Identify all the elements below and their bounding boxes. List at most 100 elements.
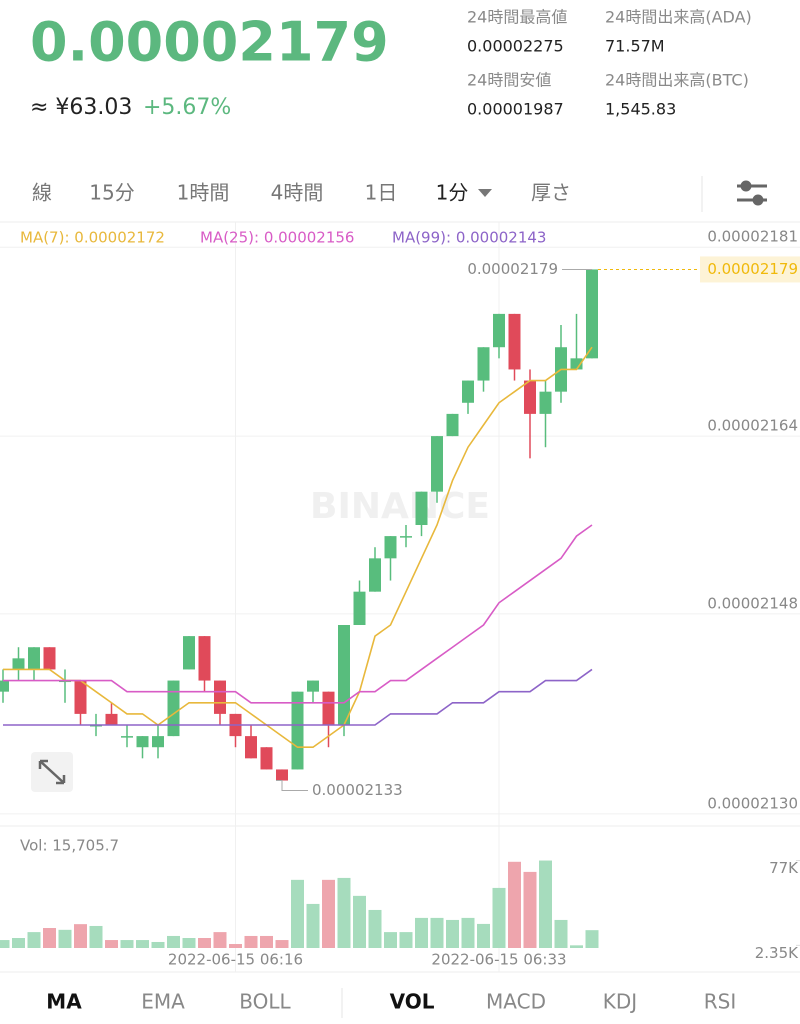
candle-body — [245, 736, 257, 759]
settings-icon[interactable] — [737, 180, 767, 206]
stat-value: 71.57M — [605, 37, 665, 56]
y-tick-label: 0.00002130 — [707, 794, 798, 812]
candle-body — [291, 691, 304, 770]
fiat-price: ≈ ¥63.03 — [30, 95, 132, 120]
y-tick-label: 0.00002164 — [707, 417, 798, 435]
candle-body — [431, 436, 443, 492]
candle-body — [12, 658, 25, 670]
volume-bar — [74, 924, 87, 948]
volume-bar — [120, 940, 134, 948]
depth-tab[interactable]: 厚さ — [531, 181, 571, 205]
volume-bar — [430, 917, 444, 948]
candle-body — [570, 358, 583, 370]
volume-bar — [368, 909, 382, 948]
candle-body — [400, 536, 412, 538]
indicator-tab[interactable]: MA — [46, 990, 82, 1014]
volume-bar — [105, 940, 118, 948]
last-price-label: 0.00002179 — [707, 260, 798, 278]
volume-bar — [415, 917, 428, 948]
watermark: BINANCE — [310, 486, 490, 527]
timeframe-tab[interactable]: 1日 — [365, 181, 398, 205]
volume-bar — [554, 919, 568, 948]
legend-entry: MA(7): 0.00002172 — [20, 229, 165, 247]
volume-bar — [585, 930, 599, 948]
volume-bar — [198, 938, 211, 948]
legend-entry: MA(25): 0.00002156 — [200, 229, 354, 247]
stat-label: 24時間出来高(ADA) — [605, 8, 752, 27]
candle-body — [307, 680, 319, 692]
volume-bar — [539, 860, 552, 948]
y-tick-label: 0.00002148 — [707, 594, 798, 612]
expand-button[interactable] — [31, 752, 73, 792]
volume-bar — [43, 928, 56, 948]
x-tick-label: 2022-06-15 06:33 — [431, 951, 566, 969]
volume-bar — [477, 923, 490, 948]
candle-body — [539, 391, 552, 414]
timeframe-tab[interactable]: 15分 — [89, 181, 134, 205]
timeframe-tab[interactable]: 線 — [32, 181, 52, 205]
volume-label: Vol: 15,705.7 — [20, 837, 119, 855]
indicator-tab[interactable]: RSI — [704, 990, 737, 1014]
last-price-tag — [700, 256, 800, 283]
change: +5.67% — [143, 95, 231, 120]
low-marker-line — [276, 780, 308, 792]
timeframe-tab[interactable]: 1時間 — [177, 181, 230, 205]
candle-body — [462, 380, 474, 403]
stat-value: 0.00002275 — [467, 37, 564, 56]
indicator-tab[interactable]: EMA — [141, 990, 185, 1014]
volume-bar — [27, 932, 41, 948]
candle-body — [353, 591, 366, 625]
indicator-tab[interactable]: KDJ — [603, 990, 637, 1014]
volume-bar — [275, 940, 289, 948]
ma-line — [3, 346, 593, 749]
volume-bar — [461, 917, 475, 948]
candle-body — [121, 736, 133, 738]
volume-bar — [244, 935, 258, 948]
candle-body — [214, 680, 226, 714]
candle-body — [446, 413, 459, 437]
candle-body — [524, 380, 536, 414]
volume-bar — [12, 938, 25, 948]
indicator-tab[interactable]: BOLL — [239, 990, 291, 1014]
ma-line — [3, 524, 593, 704]
low-marker-label: 0.00002133 — [312, 781, 403, 799]
volume-bar — [399, 932, 413, 948]
volume-bar — [446, 919, 459, 948]
volume-bar — [306, 903, 320, 948]
volume-bar — [136, 940, 149, 948]
candle-body — [322, 691, 335, 725]
candle-body — [167, 680, 180, 737]
candle-body — [0, 680, 9, 692]
volume-bar — [570, 945, 583, 948]
indicator-tab[interactable]: VOL — [390, 990, 435, 1014]
candle-body — [152, 736, 164, 748]
volume-tick-label: 77K — [769, 859, 799, 877]
candle-body — [183, 636, 195, 670]
timeframe-tab[interactable]: 4時間 — [271, 181, 324, 205]
dropdown-icon[interactable] — [478, 189, 492, 197]
volume-bar — [0, 940, 10, 948]
candle-body — [477, 347, 490, 381]
timeframe-tab[interactable]: 1分 — [436, 181, 469, 205]
volume-bar — [384, 932, 397, 948]
candle-body — [508, 313, 521, 370]
volume-bar — [291, 879, 304, 948]
volume-bar — [353, 895, 366, 948]
candle-body — [384, 536, 397, 559]
ma-line — [3, 668, 593, 726]
candle-body — [369, 558, 381, 592]
volume-bar — [167, 935, 180, 948]
candle-body — [338, 625, 350, 725]
candle-body — [493, 313, 505, 348]
volume-bar — [322, 879, 335, 948]
candle-body — [415, 491, 428, 525]
stat-value: 0.00001987 — [467, 100, 564, 119]
candle-body — [136, 736, 149, 748]
y-tick-label: 0.00002181 — [707, 228, 798, 246]
indicator-tab[interactable]: MACD — [486, 990, 546, 1014]
candle-body — [276, 769, 288, 781]
volume-bar — [229, 944, 242, 948]
volume-bar — [182, 938, 196, 948]
legend-entry: MA(99): 0.00002143 — [392, 229, 546, 247]
